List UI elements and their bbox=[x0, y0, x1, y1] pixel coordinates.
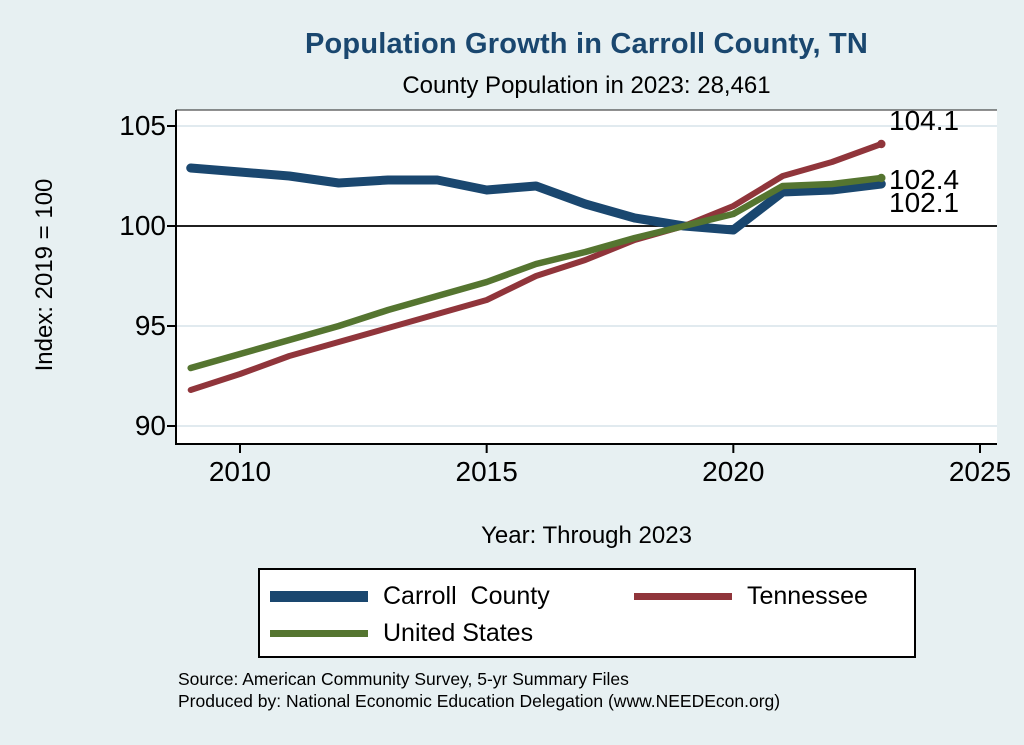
end-label-united-states: 102.4 bbox=[889, 164, 960, 195]
plot-background bbox=[176, 110, 997, 444]
y-tick-label-95: 95 bbox=[134, 310, 166, 341]
legend-row-2: United States bbox=[270, 615, 914, 652]
series-line-united-states bbox=[187, 174, 885, 372]
carroll-county-line-swatch bbox=[270, 591, 368, 602]
series-end-marker-tennessee bbox=[877, 139, 886, 149]
end-label-carroll-county: 102.1 bbox=[889, 187, 960, 218]
legend-row-1: Carroll County Tennessee bbox=[270, 578, 914, 615]
legend-label-united-states: United States bbox=[383, 619, 534, 647]
x-tick-label-2025: 2025 bbox=[948, 456, 1012, 487]
legend-label-carroll-county: Carroll County bbox=[383, 582, 550, 610]
end-label-tennessee: 104.1 bbox=[889, 105, 960, 136]
y-tick-label-105: 105 bbox=[119, 110, 166, 141]
x-tick-label-2010: 2010 bbox=[208, 456, 272, 487]
series-line-carroll-county bbox=[186, 163, 886, 235]
legend-item-carroll-county: Carroll County bbox=[270, 582, 634, 611]
x-axis-title: Year: Through 2023 bbox=[481, 522, 692, 549]
series-line-tennessee bbox=[187, 141, 885, 393]
legend-item-united-states: United States bbox=[270, 619, 634, 648]
source-note: Source: American Community Survey, 5-yr … bbox=[178, 668, 780, 712]
y-tick-label-90: 90 bbox=[134, 410, 166, 441]
chart-subtitle: County Population in 2023: 28,461 bbox=[402, 72, 771, 99]
x-tick-label-2020: 2020 bbox=[702, 456, 765, 487]
source-line-2: Produced by: National Economic Education… bbox=[178, 691, 781, 711]
series-end-marker-carroll-county bbox=[877, 179, 886, 189]
chart-title: Population Growth in Carroll County, TN bbox=[304, 28, 869, 60]
y-tick-label-100: 100 bbox=[119, 210, 166, 241]
series-end-marker-united-states bbox=[877, 173, 886, 183]
united-states-line-swatch bbox=[270, 630, 368, 637]
x-tick-label-2015: 2015 bbox=[455, 456, 518, 487]
tennessee-line-swatch bbox=[634, 593, 732, 600]
legend-item-tennessee: Tennessee bbox=[634, 582, 868, 611]
legend-label-tennessee: Tennessee bbox=[747, 582, 868, 610]
legend: Carroll County Tennessee United States bbox=[258, 568, 916, 658]
source-line-1: Source: American Community Survey, 5-yr … bbox=[178, 669, 629, 689]
